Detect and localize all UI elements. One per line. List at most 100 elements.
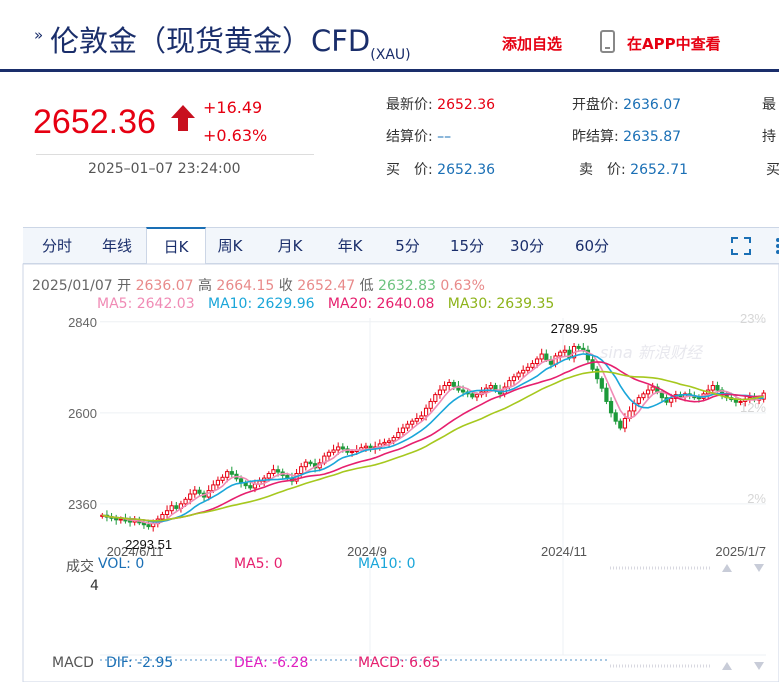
- candle-body-67: [410, 420, 415, 425]
- candle-body-37: [271, 469, 276, 475]
- candle-body-91: [521, 369, 526, 374]
- ma5-legend: MA5: 2642.03: [97, 296, 195, 312]
- candle-body-69: [419, 415, 424, 420]
- up-arrow-icon: [171, 105, 195, 131]
- open-value: 2636.07: [135, 278, 194, 294]
- candle-body-99: [558, 351, 563, 357]
- open-label: 开: [117, 278, 132, 294]
- x-tick-3: 2025/1/7: [715, 544, 766, 559]
- ma20-line: [102, 361, 764, 522]
- ma20-legend: MA20: 2640.08: [327, 296, 435, 312]
- ma-legend: MA5: 2642.03 MA10: 2629.96 MA20: 2640.08…: [97, 296, 554, 312]
- tab-3[interactable]: 日K: [146, 227, 206, 264]
- candle-body-16: [174, 505, 179, 509]
- candle-body-74: [442, 385, 447, 391]
- current-price: 2652.36: [33, 103, 156, 141]
- tab-9[interactable]: 30分: [509, 237, 545, 255]
- candle-body-44: [303, 461, 308, 468]
- add-favorite-button[interactable]: 添加自选: [502, 35, 563, 53]
- candle-body-57: [363, 445, 369, 449]
- right-tick-2: 2%: [747, 491, 766, 506]
- candle-body-73: [437, 389, 443, 396]
- col3-label-c: 买: [766, 162, 779, 178]
- candle-body-43: [299, 466, 304, 475]
- price-change-pct: +0.63%: [203, 126, 268, 145]
- candle-body-63: [391, 436, 396, 442]
- chart-frame: [22, 263, 779, 682]
- candle-body-61: [382, 441, 387, 445]
- right-tick-0: 23%: [740, 311, 766, 326]
- candle-body-123: [669, 397, 674, 403]
- scroll-up-1: [722, 662, 732, 670]
- candle-body-18: [183, 498, 188, 505]
- ma5-line: [102, 349, 764, 525]
- candle-body-6: [127, 520, 133, 523]
- candle-body-138: [738, 400, 743, 403]
- x-tick-0: 2024/6/11: [107, 544, 164, 559]
- candle-body-100: [562, 349, 567, 353]
- macd-dea: DEA: -6.28: [234, 655, 309, 671]
- candle-body-117: [641, 393, 646, 399]
- quote-time: 2025–01–07 23:24:00: [88, 161, 241, 177]
- tab-7[interactable]: 5分: [395, 237, 420, 255]
- macd-value: MACD: 6.65: [358, 655, 441, 671]
- tab-6[interactable]: 年K: [337, 237, 363, 255]
- candle-body-40: [285, 474, 290, 479]
- tab-5[interactable]: 月K: [277, 237, 303, 255]
- ohlc-info: 2025/01/07 开 2636.07 高 2664.15 收 2652.47…: [32, 275, 485, 295]
- candle-body-70: [423, 407, 429, 417]
- candle-body-32: [248, 485, 253, 489]
- y-tick-0: 2840: [68, 315, 97, 330]
- candle-body-118: [645, 389, 651, 395]
- candle-body-113: [622, 418, 628, 429]
- tab-4[interactable]: 周K: [217, 237, 243, 255]
- low-value: 2632.83: [378, 278, 436, 294]
- latest-price: 最新价: 2652.36: [386, 97, 496, 113]
- candle-body-81: [474, 394, 480, 398]
- candle-body-111: [613, 412, 618, 422]
- period-tabs: 分时 年线 日K 周K 月K 年K 5分 15分 30分 60分: [23, 227, 779, 264]
- candle-body-3: [114, 517, 119, 521]
- macd-label: MACD: [52, 655, 94, 671]
- candle-body-21: [197, 489, 202, 494]
- candle-body-19: [188, 493, 193, 500]
- candle-body-116: [636, 397, 641, 404]
- candle-body-80: [470, 393, 475, 398]
- sell-price: 卖 价: 2652.71: [579, 162, 689, 178]
- candle-body-95: [539, 353, 544, 360]
- pct-value: 0.63%: [440, 278, 485, 294]
- candle-body-96: [544, 353, 549, 361]
- ma30-legend: MA30: 2639.35: [447, 296, 555, 312]
- more-options-icon[interactable]: [773, 235, 779, 257]
- macd-dif: DIF: -2.95: [106, 655, 174, 671]
- tab-8[interactable]: 15分: [449, 237, 485, 255]
- candle-body-45: [308, 461, 313, 465]
- title-main: 伦敦金（现货黄金）CFD: [50, 24, 371, 58]
- chevron-icon: »: [34, 26, 44, 44]
- fullscreen-icon[interactable]: [731, 237, 751, 255]
- x-tick-2: 2024/11: [541, 544, 587, 559]
- high-label: 高: [197, 278, 212, 294]
- candle-body-129: [696, 397, 702, 400]
- tab-2[interactable]: 年线: [101, 237, 132, 255]
- candle-body-62: [386, 440, 392, 443]
- y-tick-1: 2600: [68, 406, 97, 421]
- phone-icon: [600, 30, 615, 53]
- right-tick-1: 12%: [740, 400, 766, 415]
- candle-body-103: [576, 345, 581, 349]
- view-in-app-link[interactable]: 在APP中查看: [627, 35, 721, 53]
- tab-1[interactable]: 分时: [41, 237, 72, 255]
- candle-body-31: [243, 482, 248, 487]
- candle-body-25: [215, 479, 221, 486]
- candle-body-84: [488, 385, 493, 389]
- tab-10[interactable]: 60分: [574, 237, 610, 255]
- candle-body-88: [507, 380, 512, 388]
- candle-body-26: [220, 476, 225, 481]
- scroll-down-0: [754, 564, 764, 572]
- candle-body-4: [118, 518, 123, 521]
- ma10-legend: MA10: 2629.96: [207, 296, 315, 312]
- candle-body-36: [266, 473, 271, 479]
- candle-body-92: [525, 366, 530, 371]
- candle-body-15: [169, 505, 174, 512]
